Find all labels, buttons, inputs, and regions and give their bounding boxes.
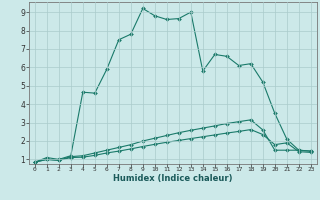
X-axis label: Humidex (Indice chaleur): Humidex (Indice chaleur) <box>113 174 233 183</box>
